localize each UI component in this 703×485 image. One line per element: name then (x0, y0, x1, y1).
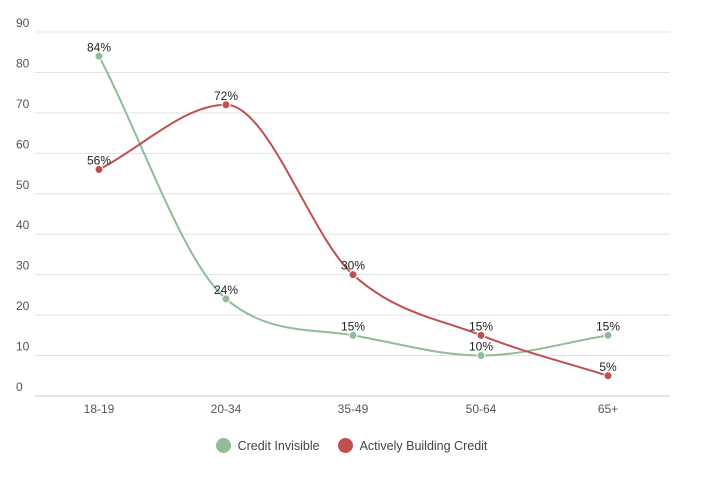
data-point[interactable] (94, 51, 104, 61)
data-point[interactable] (348, 270, 358, 280)
x-tick-label: 20-34 (211, 402, 242, 416)
data-point[interactable] (476, 351, 486, 361)
legend-swatch (215, 438, 231, 453)
x-axis-ticks: 18-19 20-34 35-49 50-64 65+ (84, 402, 619, 416)
y-tick-label: 30 (16, 259, 30, 273)
data-label: 15% (469, 319, 493, 333)
data-label: 72% (214, 89, 238, 103)
gridlines (35, 31, 670, 397)
legend-label: Credit Invisible (237, 438, 320, 453)
line-chart: 0 10 20 30 40 50 60 70 80 90 18-19 20-34 35-49 50-64… (16, 16, 670, 416)
data-label: 15% (596, 319, 620, 333)
data-points (94, 51, 613, 381)
x-tick-label: 50-64 (466, 402, 497, 416)
data-label: 84% (87, 40, 111, 54)
data-labels: 84% 24% 15% 10% 15% 56% 72% 30% 15% 5% (87, 40, 620, 374)
y-tick-label: 0 (16, 380, 23, 394)
data-point[interactable] (221, 294, 231, 304)
data-label: 10% (469, 340, 493, 354)
data-point[interactable] (603, 371, 613, 381)
y-tick-label: 40 (16, 218, 30, 232)
data-point[interactable] (476, 330, 486, 340)
data-label: 5% (599, 360, 617, 374)
x-tick-label: 65+ (598, 402, 618, 416)
legend-item-credit-invisible[interactable]: Credit Invisible (215, 438, 320, 453)
y-tick-label: 60 (16, 137, 30, 151)
legend-swatch (337, 438, 353, 453)
series-lines (98, 55, 609, 377)
data-point[interactable] (94, 165, 104, 175)
y-tick-label: 70 (16, 97, 30, 111)
legend-item-actively-building-credit[interactable]: Actively Building Credit (337, 438, 488, 453)
legend-label: Actively Building Credit (359, 438, 488, 453)
series-line-0 (98, 55, 609, 357)
x-tick-label: 35-49 (338, 402, 369, 416)
y-axis-ticks: 0 10 20 30 40 50 60 70 80 90 (16, 16, 30, 394)
data-point[interactable] (348, 330, 358, 340)
y-tick-label: 50 (16, 178, 30, 192)
y-tick-label: 80 (16, 56, 30, 70)
y-tick-label: 20 (16, 299, 30, 313)
data-label: 24% (214, 283, 238, 297)
legend: Credit Invisible Actively Building Credi… (0, 438, 703, 453)
data-point[interactable] (603, 330, 613, 340)
data-label: 56% (87, 154, 111, 168)
x-tick-label: 18-19 (84, 402, 115, 416)
data-label: 30% (341, 259, 365, 273)
data-label: 15% (341, 319, 365, 333)
y-tick-label: 90 (16, 16, 30, 30)
series-line-1 (98, 103, 609, 377)
y-tick-label: 10 (16, 340, 30, 354)
data-point[interactable] (221, 100, 231, 110)
